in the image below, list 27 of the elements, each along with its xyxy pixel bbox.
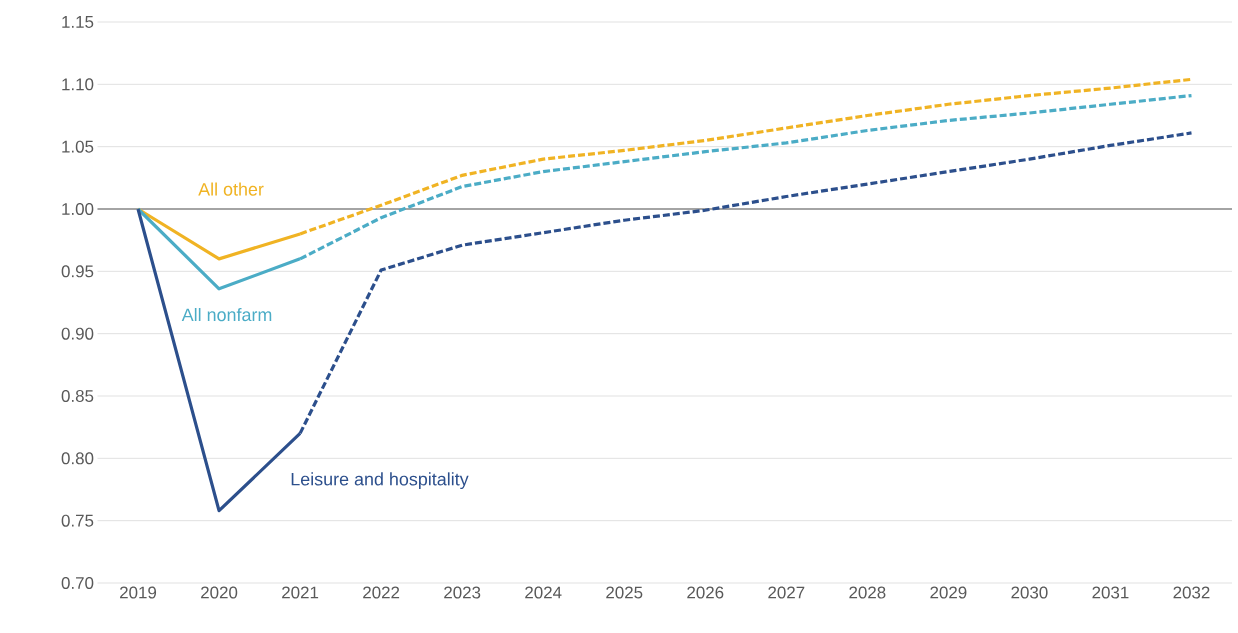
series-label: All nonfarm bbox=[181, 307, 272, 322]
x-tick-label: 2022 bbox=[363, 586, 400, 599]
x-tick-label: 2028 bbox=[849, 586, 886, 599]
x-tick-label: 2027 bbox=[768, 586, 805, 599]
x-tick-label: 2023 bbox=[444, 586, 481, 599]
y-tick-label: 0.75 bbox=[61, 514, 94, 527]
x-tick-label: 2031 bbox=[1092, 586, 1129, 599]
x-tick-label: 2024 bbox=[525, 586, 562, 599]
y-tick-label: 1.10 bbox=[62, 78, 94, 91]
x-tick-label: 2026 bbox=[687, 586, 724, 599]
x-tick-label: 2020 bbox=[201, 586, 238, 599]
x-tick-label: 2021 bbox=[282, 586, 319, 599]
x-tick-label: 2032 bbox=[1173, 586, 1210, 599]
x-tick-label: 2019 bbox=[120, 586, 157, 599]
y-tick-label: 0.90 bbox=[61, 327, 94, 340]
text: All other bbox=[198, 182, 264, 196]
y-tick-label: 0.85 bbox=[61, 390, 94, 402]
x-tick-label: 2030 bbox=[1011, 586, 1048, 599]
x-tick-label: 2025 bbox=[606, 586, 643, 599]
y-tick-label: 0.95 bbox=[61, 265, 94, 278]
y-tick-label: 1.05 bbox=[62, 140, 94, 153]
x-tick-label: 2029 bbox=[930, 586, 967, 599]
y-tick-label: 1.15 bbox=[62, 16, 94, 28]
y-tick-label: 1.00 bbox=[62, 203, 94, 215]
y-tick-label: 0.80 bbox=[61, 452, 94, 465]
series-label: Leisure and hospitality bbox=[291, 472, 469, 490]
y-tick-label: 0.70 bbox=[61, 577, 94, 589]
